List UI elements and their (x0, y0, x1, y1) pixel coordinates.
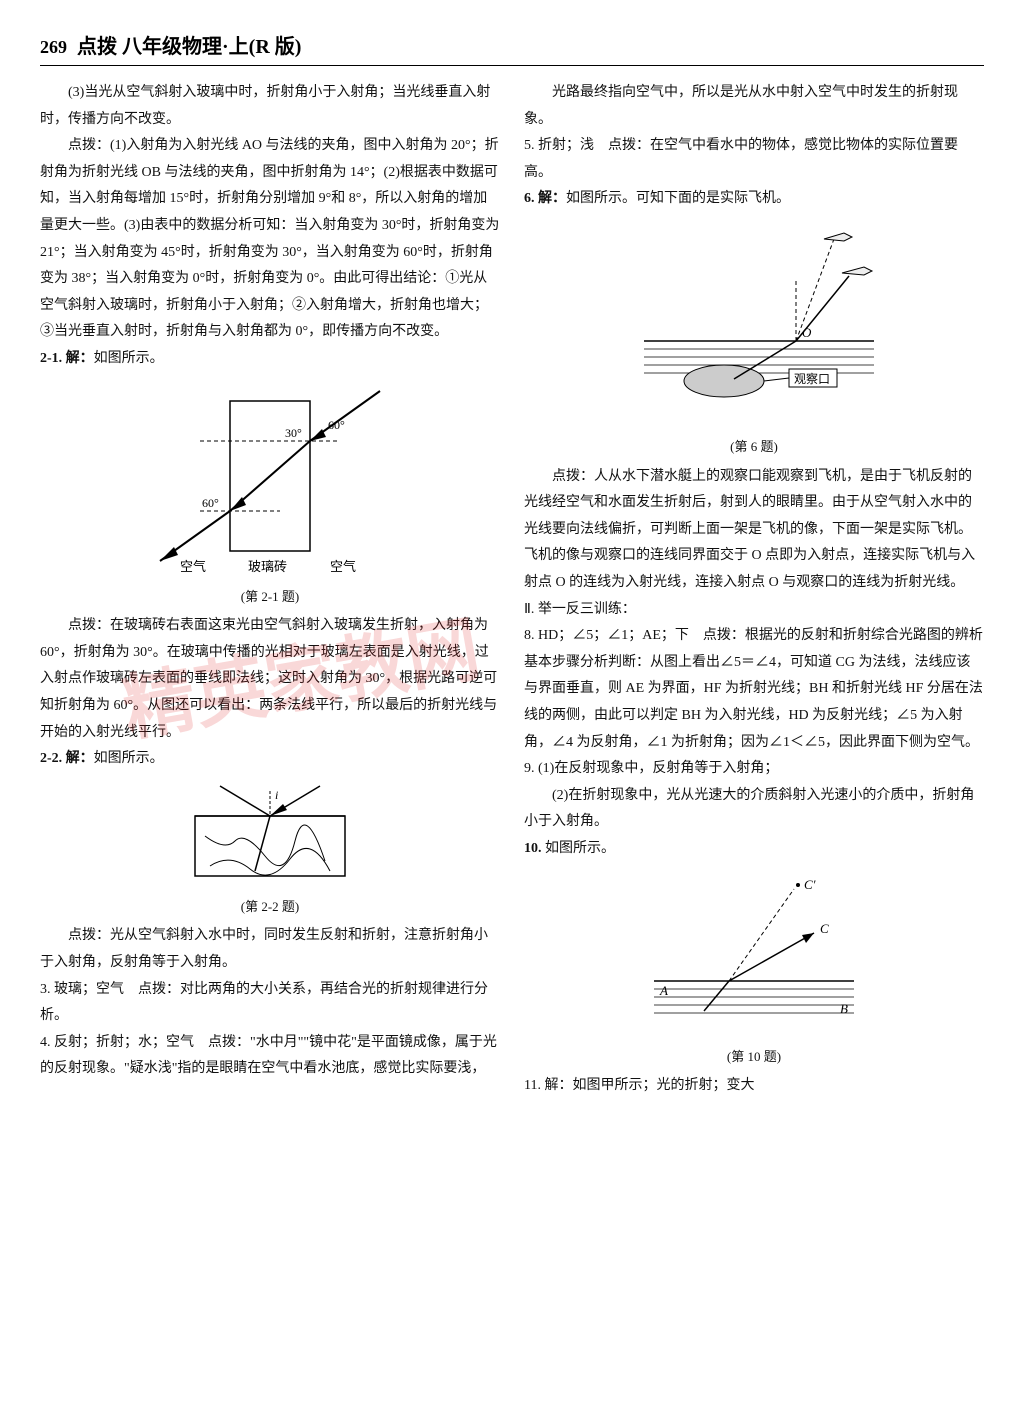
left-column: (3)当光从空气斜射入玻璃中时，折射角小于入射角；当光线垂直入射时，传播方向不改… (40, 80, 500, 1100)
item-9b: (2)在折射现象中，光从光速大的介质斜射入光速小的介质中，折射角小于入射角。 (524, 783, 984, 836)
item-label: 6. 解： (524, 191, 566, 206)
item-text: 如图所示。 (545, 841, 615, 856)
label-B: B (840, 1001, 848, 1016)
label-C: C (820, 921, 829, 936)
label-i: i (275, 788, 278, 802)
para: 点拨：在玻璃砖右表面这束光由空气斜射入玻璃发生折射，入射角为 60°，折射角为 … (40, 613, 500, 746)
item-2-2: 2-2. 解：如图所示。 (40, 746, 500, 773)
para: 光路最终指向空气中，所以是光从水中射入空气中时发生的折射现象。 (524, 80, 984, 133)
item-text: 如图所示。 (94, 351, 164, 366)
page-number: 269 (40, 37, 67, 58)
figure-2-1: 30° 60° 60° 空气 玻璃砖 空气 (第 2-1 题) (40, 381, 500, 610)
item-8: 8. HD；∠5；∠1；AE；下 点拨：根据光的反射和折射综合光路图的辨析基本步… (524, 623, 984, 756)
label-C-prime: C′ (804, 877, 816, 892)
item-11: 11. 解：如图甲所示；光的折射；变大 (524, 1073, 984, 1100)
plane-real-icon (842, 267, 872, 275)
para: 点拨：(1)入射角为入射光线 AO 与法线的夹角，图中入射角为 20°；折射角为… (40, 133, 500, 346)
angle-30: 30° (285, 426, 302, 440)
item-3: 3. 玻璃；空气 点拨：对比两角的大小关系，再结合光的折射规律进行分析。 (40, 977, 500, 1030)
label-air-left: 空气 (180, 559, 206, 574)
item-4: 4. 反射；折射；水；空气 点拨："水中月""镜中花"是平面镜成像，属于光的反射… (40, 1030, 500, 1083)
content-columns: (3)当光从空气斜射入玻璃中时，折射角小于入射角；当光线垂直入射时，传播方向不改… (40, 80, 984, 1100)
label-observe: 观察口 (794, 372, 830, 386)
figure-caption: (第 2-2 题) (40, 895, 500, 920)
item-5: 5. 折射；浅 点拨：在空气中看水中的物体，感觉比物体的实际位置要高。 (524, 133, 984, 186)
item-2-1: 2-1. 解：如图所示。 (40, 346, 500, 373)
section-II: Ⅱ. 举一反三训练： (524, 597, 984, 624)
figure-caption: (第 10 题) (524, 1045, 984, 1070)
para: (3)当光从空气斜射入玻璃中时，折射角小于入射角；当光线垂直入射时，传播方向不改… (40, 80, 500, 133)
figure-10: A B C C′ (第 10 题) (524, 871, 984, 1070)
label-glass: 玻璃砖 (248, 559, 287, 574)
plane-image-icon (824, 233, 852, 241)
figure-2-2: i (第 2-2 题) (40, 781, 500, 920)
para: 点拨：光从空气斜射入水中时，同时发生反射和折射，注意折射角小于入射角，反射角等于… (40, 923, 500, 976)
item-text: 如图所示。可知下面的是实际飞机。 (566, 191, 790, 206)
item-10: 10. 如图所示。 (524, 836, 984, 863)
angle-60-bot: 60° (202, 496, 219, 510)
right-column: 光路最终指向空气中，所以是光从水中射入空气中时发生的折射现象。 5. 折射；浅 … (524, 80, 984, 1100)
label-air-right: 空气 (330, 559, 356, 574)
page-header: 269 点拨 八年级物理·上(R 版) (40, 30, 984, 66)
figure-caption: (第 6 题) (524, 435, 984, 460)
figure-6: 观察口 O (524, 221, 984, 460)
page: 精英家教网 269 点拨 八年级物理·上(R 版) (3)当光从空气斜射入玻璃中… (0, 0, 1024, 1428)
angle-60-top: 60° (328, 418, 345, 432)
para: 点拨：人从水下潜水艇上的观察口能观察到飞机，是由于飞机反射的光线经空气和水面发生… (524, 464, 984, 597)
item-9a: 9. (1)在反射现象中，反射角等于入射角； (524, 756, 984, 783)
item-6: 6. 解：如图所示。可知下面的是实际飞机。 (524, 186, 984, 213)
label-A: A (659, 983, 668, 998)
item-label: 10. (524, 841, 542, 856)
item-label: 2-1. 解： (40, 351, 94, 366)
page-title: 点拨 八年级物理·上(R 版) (77, 30, 301, 59)
item-label: 2-2. 解： (40, 751, 94, 766)
figure-caption: (第 2-1 题) (40, 585, 500, 610)
item-text: 如图所示。 (94, 751, 164, 766)
